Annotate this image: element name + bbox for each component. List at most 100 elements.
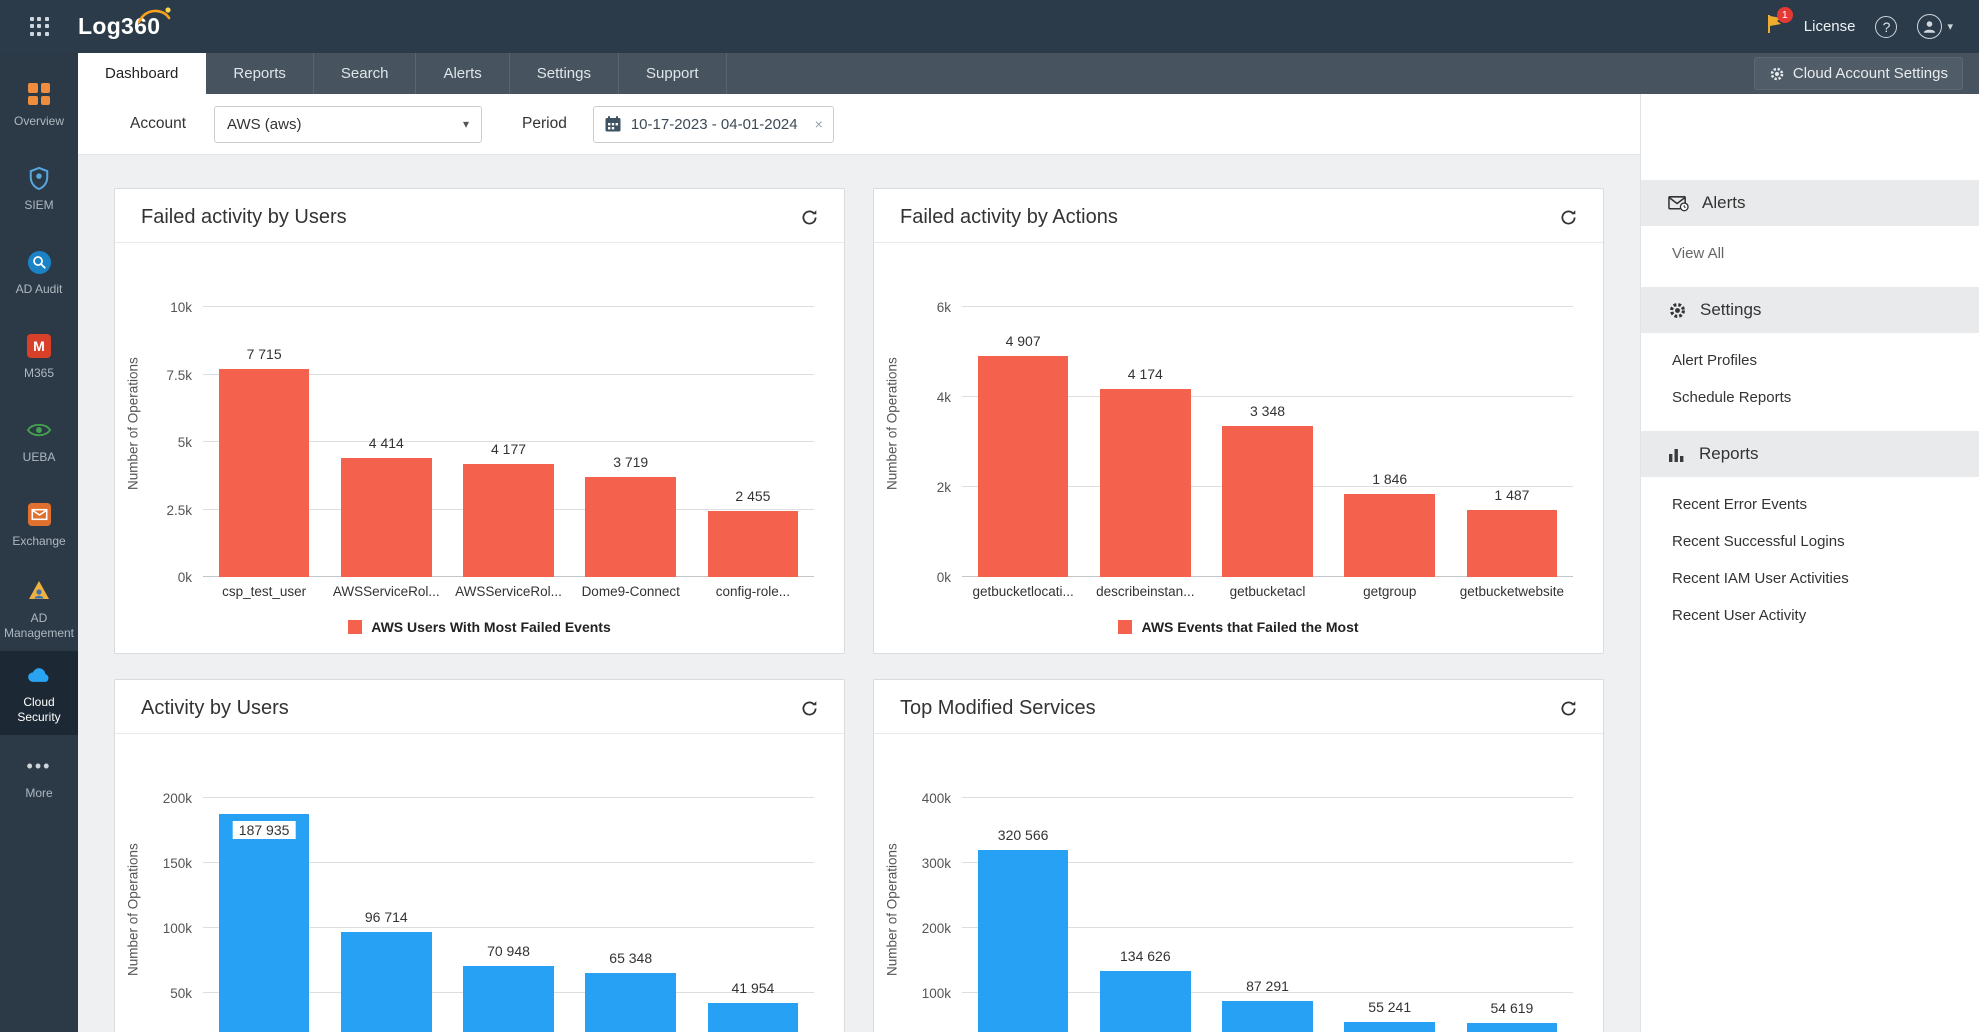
sidebar-item-more[interactable]: ••• More [0, 735, 78, 819]
link-alert-profiles[interactable]: Alert Profiles [1672, 352, 1758, 369]
notification-flag-icon[interactable]: 1 [1766, 7, 1793, 39]
y-tick-label: 200k [162, 791, 192, 806]
bar[interactable] [341, 457, 432, 577]
filter-bar: Account AWS (aws) ▾ Period 10-17-2023 - … [78, 94, 1640, 155]
chart-title: Top Modified Services [900, 697, 1096, 719]
bars-container: 187 935 96 714 70 948 65 348 41 954 [203, 762, 814, 1032]
chart-title: Failed activity by Users [141, 206, 347, 228]
bar-value-label: 41 954 [731, 980, 775, 997]
sidebar-item-m365[interactable]: M M365 [0, 315, 78, 399]
bar[interactable] [1222, 1001, 1313, 1032]
refresh-icon[interactable] [801, 209, 818, 226]
y-axis-label: Number of Operations [884, 843, 900, 977]
bar-slot: 7 715 [203, 271, 325, 577]
sidebar-item-ad-management[interactable]: AD Management [0, 567, 78, 651]
gridline [962, 396, 1573, 397]
link-recent-user-activity[interactable]: Recent User Activity [1672, 607, 1807, 624]
bar[interactable] [1222, 426, 1313, 577]
sidebar-item-cloud-security[interactable]: Cloud Security [0, 651, 78, 735]
bar[interactable] [218, 368, 310, 577]
bar-slot: 54 619 [1451, 762, 1573, 1032]
cloud-account-settings-button[interactable]: Cloud Account Settings [1753, 57, 1963, 90]
tab-reports[interactable]: Reports [206, 53, 314, 94]
refresh-icon[interactable] [801, 700, 818, 717]
sidebar-item-ad-audit[interactable]: AD Audit [0, 231, 78, 315]
bar-slot: 3 719 [570, 271, 692, 577]
gridline [203, 373, 814, 375]
bar[interactable] [585, 973, 676, 1032]
dashboard-content: Failed activity by Users Number of Opera… [78, 155, 1640, 1032]
bar[interactable] [341, 932, 432, 1032]
chart-legend[interactable]: AWS Events that Failed the Most [874, 619, 1603, 635]
bar-value-label: 134 626 [1120, 947, 1171, 964]
bar[interactable] [463, 464, 554, 577]
tab-support[interactable]: Support [619, 53, 727, 94]
bar[interactable] [707, 1003, 799, 1032]
y-tick-label: 300k [921, 856, 951, 871]
sidebar-item-overview[interactable]: Overview [0, 63, 78, 147]
tab-search[interactable]: Search [314, 53, 417, 94]
bar-slot: 65 348 [570, 762, 692, 1032]
sidebar-item-label: More [25, 786, 53, 800]
bar[interactable] [463, 965, 554, 1032]
license-link[interactable]: License [1803, 18, 1856, 35]
gear-icon [1670, 302, 1685, 318]
y-tick-label: 150k [162, 856, 192, 871]
bar[interactable] [977, 849, 1069, 1032]
account-select[interactable]: AWS (aws) ▾ [214, 105, 483, 143]
logo-swoosh-icon [138, 7, 171, 24]
link-recent-iam-user-activities[interactable]: Recent IAM User Activities [1672, 570, 1849, 587]
user-menu[interactable]: ▾ [1917, 14, 1953, 39]
link-recent-error-events[interactable]: Recent Error Events [1672, 496, 1808, 513]
sidebar-item-siem[interactable]: SIEM [0, 147, 78, 231]
link-recent-successful-logins[interactable]: Recent Successful Logins [1672, 533, 1845, 550]
settings-section: Settings Alert Profiles Schedule Reports [1641, 287, 1979, 431]
bar[interactable] [585, 476, 676, 577]
bar[interactable] [1344, 493, 1435, 577]
section-title: Reports [1699, 444, 1759, 463]
bar-slot: 41 954 [692, 762, 814, 1032]
bar-slot: 134 626 [1084, 762, 1206, 1032]
refresh-icon[interactable] [1560, 209, 1577, 226]
y-tick-label: 100k [162, 921, 192, 936]
refresh-icon[interactable] [1560, 700, 1577, 717]
link-view-all[interactable]: View All [1672, 245, 1725, 262]
bar[interactable] [707, 510, 799, 577]
tab-dashboard[interactable]: Dashboard [78, 53, 207, 94]
tab-alerts[interactable]: Alerts [416, 53, 510, 94]
x-axis-label: getbucketlocati... [972, 584, 1074, 599]
calendar-icon [605, 116, 621, 132]
help-icon[interactable]: ? [1875, 15, 1898, 38]
legend-label: AWS Users With Most Failed Events [371, 619, 611, 635]
plot-area: 187 935 96 714 70 948 65 348 41 954 [203, 762, 814, 1032]
sidebar-item-exchange[interactable]: Exchange [0, 483, 78, 567]
bar[interactable] [977, 356, 1069, 577]
app-launcher-icon[interactable] [30, 17, 49, 36]
gridline [203, 927, 814, 928]
bar-value-label: 4 907 [1005, 333, 1041, 350]
bar[interactable] [218, 813, 310, 1032]
link-schedule-reports[interactable]: Schedule Reports [1672, 389, 1792, 406]
bar[interactable] [1100, 389, 1191, 577]
bar-slot: 55 241 [1329, 762, 1451, 1032]
sidebar-item-label: AD Management [3, 610, 75, 640]
chart-legend[interactable]: AWS Users With Most Failed Events [115, 619, 844, 635]
clear-period-icon[interactable]: × [814, 116, 823, 132]
period-date-range-input[interactable]: 10-17-2023 - 04-01-2024 × [592, 105, 834, 143]
bar[interactable] [1466, 510, 1558, 577]
bar[interactable] [1344, 1022, 1435, 1032]
tab-settings[interactable]: Settings [510, 53, 619, 94]
alerts-section: Alerts View All [1641, 180, 1979, 287]
bar[interactable] [1100, 970, 1191, 1032]
y-tick-label: 50k [170, 986, 192, 1001]
sidebar-item-label: M365 [23, 366, 55, 380]
overview-grid-icon [26, 81, 52, 107]
chart-card-top-modified-services: Top Modified Services Number of Operatio… [873, 679, 1604, 1032]
bar[interactable] [1466, 1022, 1558, 1032]
bar-slot: 4 414 [325, 271, 447, 577]
account-label: Account [130, 115, 187, 132]
sidebar-item-ueba[interactable]: UEBA [0, 399, 78, 483]
bar-value-label: 4 174 [1127, 366, 1163, 383]
log360-logo[interactable]: Log360 [78, 7, 171, 40]
bar-value-label: 3 348 [1249, 403, 1286, 420]
